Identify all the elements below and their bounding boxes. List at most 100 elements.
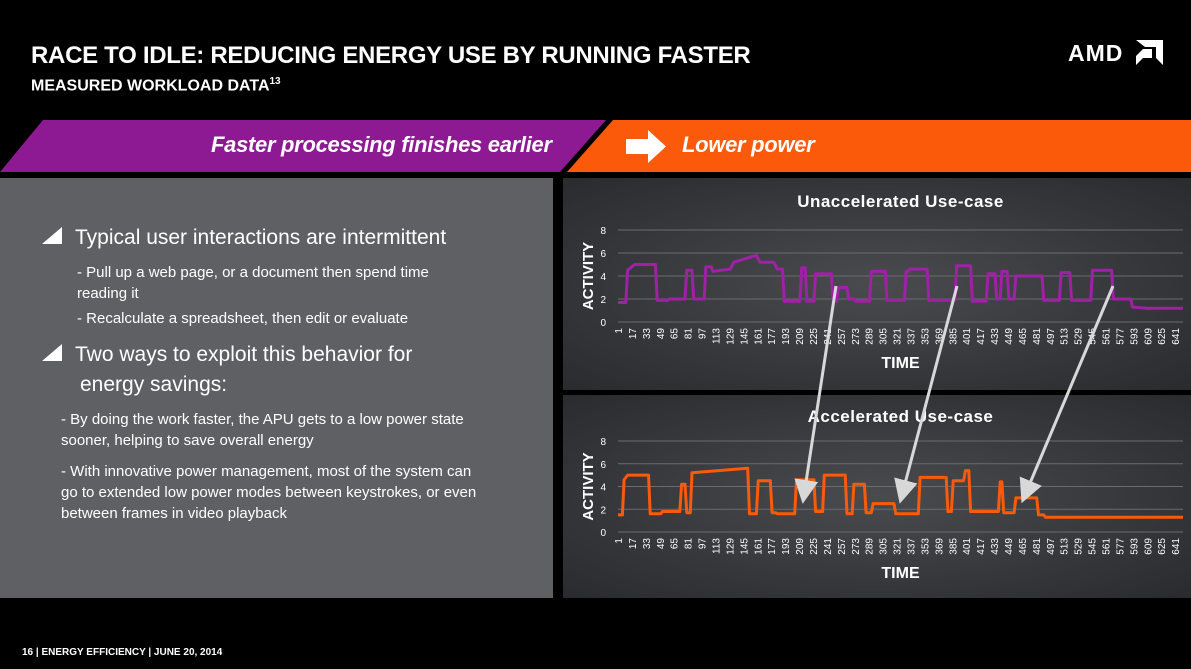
y-tick-label: 2 (600, 295, 606, 306)
x-tick-label: 529 (1074, 328, 1085, 345)
bullet-2-sub-2-line-3: between frames in video playback (61, 505, 287, 522)
x-tick-label: 273 (851, 538, 862, 555)
bullet-2-sub-2-line-1: - With innovative power management, most… (61, 463, 472, 480)
y-tick-label: 2 (600, 505, 606, 516)
x-axis-label: TIME (881, 565, 920, 582)
x-tick-label: 577 (1115, 538, 1126, 555)
x-tick-label: 81 (684, 538, 695, 550)
chart-panel-accelerated: Accelerated Use-case 0 2 4 6 8 1 17 33 49 65 81 97 11… (563, 395, 1191, 598)
x-tick-label: 145 (739, 538, 750, 555)
x-tick-label: 241 (823, 538, 834, 555)
x-tick-label: 641 (1171, 538, 1182, 555)
banner-right-text: Lower power (682, 132, 815, 157)
x-tick-label: 129 (725, 538, 736, 555)
x-tick-label: 577 (1115, 328, 1126, 345)
y-tick-label: 8 (600, 226, 606, 237)
right-arrow-icon (626, 130, 666, 163)
y-tick-label: 6 (600, 460, 606, 471)
bullet-1-text: Typical user interactions are intermitte… (75, 226, 447, 249)
x-tick-label: 65 (670, 328, 681, 340)
x-tick-label: 49 (656, 538, 667, 550)
x-tick-label: 257 (837, 328, 848, 345)
x-tick-label: 177 (767, 538, 778, 555)
x-tick-label: 17 (628, 538, 639, 550)
x-tick-label: 305 (879, 328, 890, 345)
footer: 16 | ENERGY EFFICIENCY | JUNE 20, 2014 (22, 647, 223, 658)
x-tick-label: 497 (1046, 328, 1057, 345)
bullet-2-sub-1: - By doing the work faster, the APU gets… (61, 409, 464, 451)
x-tick-label: 529 (1074, 538, 1085, 555)
y-tick-label: 6 (600, 249, 606, 260)
x-tick-label: 273 (851, 328, 862, 345)
x-tick-label: 465 (1018, 538, 1029, 555)
x-tick-label: 353 (920, 538, 931, 555)
x-tick-label: 33 (642, 538, 653, 550)
x-tick-label: 161 (753, 328, 764, 345)
x-tick-label: 49 (656, 328, 667, 340)
subtitle-text: MEASURED WORKLOAD DATA (31, 77, 270, 95)
x-tick-label: 449 (1004, 328, 1015, 345)
x-tick-label: 193 (781, 328, 792, 345)
x-tick-label: 513 (1060, 328, 1071, 345)
x-tick-label: 321 (893, 538, 904, 555)
x-tick-label: 225 (809, 538, 820, 555)
x-tick-label: 209 (795, 328, 806, 345)
x-tick-label: 129 (725, 328, 736, 345)
bullet-2-line-1: Two ways to exploit this behavior for (75, 343, 413, 366)
triangle-bullet-icon (42, 227, 62, 244)
x-tick-label: 353 (920, 328, 931, 345)
x-tick-label: 369 (934, 538, 945, 555)
x-tick-label: 305 (879, 538, 890, 555)
x-tick-label: 209 (795, 538, 806, 555)
x-tick-label: 1 (614, 328, 625, 334)
slide-title: RACE TO IDLE: REDUCING ENERGY USE BY RUN… (31, 42, 751, 69)
text-panel: Typical user interactions are intermitte… (0, 178, 553, 598)
x-tick-label: 545 (1088, 328, 1099, 345)
x-tick-label: 417 (976, 538, 987, 555)
x-tick-label: 561 (1102, 328, 1113, 345)
x-tick-label: 1 (614, 538, 625, 544)
x-tick-label: 97 (698, 328, 709, 340)
y-tick-label: 0 (600, 528, 606, 539)
x-tick-label: 513 (1060, 538, 1071, 555)
x-tick-label: 257 (837, 538, 848, 555)
y-tick-label: 4 (600, 272, 606, 283)
slide-subtitle: MEASURED WORKLOAD DATA13 (31, 76, 281, 95)
bullet-1-sub-1: - Pull up a web page, or a document then… (77, 262, 429, 304)
triangle-bullet-icon (42, 344, 62, 361)
x-tick-label: 641 (1171, 328, 1182, 345)
chart-panel-unaccelerated: Unaccelerated Use-case 0 2 4 6 8 1 17 33 49 65 81 97… (563, 178, 1191, 390)
x-tick-label: 561 (1102, 538, 1113, 555)
series-line (618, 253, 1183, 310)
x-tick-label: 417 (976, 328, 987, 345)
x-tick-label: 369 (934, 328, 945, 345)
x-tick-label: 609 (1143, 328, 1154, 345)
bullet-2-line-2: energy savings: (80, 373, 228, 396)
x-tick-label: 401 (962, 538, 973, 555)
y-tick-label: 0 (600, 318, 606, 329)
x-tick-label: 625 (1157, 538, 1168, 555)
x-tick-label: 17 (628, 328, 639, 340)
x-tick-label: 161 (753, 538, 764, 555)
x-tick-label: 401 (962, 328, 973, 345)
x-tick-label: 33 (642, 328, 653, 340)
x-tick-label: 241 (823, 328, 834, 345)
x-tick-label: 289 (865, 328, 876, 345)
bullet-2-sub-2-line-2: go to extended low power modes between k… (61, 484, 477, 501)
x-tick-label: 65 (670, 538, 681, 550)
banner (0, 120, 1191, 172)
bullet-1-sub-1-line-2: reading it (77, 285, 139, 302)
y-axis-label: ACTIVITY (580, 242, 597, 310)
x-tick-label: 225 (809, 328, 820, 345)
x-tick-label: 97 (698, 538, 709, 550)
bullet-2-sub-1-line-1: - By doing the work faster, the APU gets… (61, 411, 464, 428)
x-tick-label: 433 (990, 328, 1001, 345)
x-tick-label: 145 (739, 328, 750, 345)
x-tick-label: 193 (781, 538, 792, 555)
x-tick-label: 289 (865, 538, 876, 555)
x-tick-label: 177 (767, 328, 778, 345)
bullet-2-sub-1-line-2: sooner, helping to save overall energy (61, 432, 314, 449)
x-tick-label: 113 (712, 328, 723, 344)
